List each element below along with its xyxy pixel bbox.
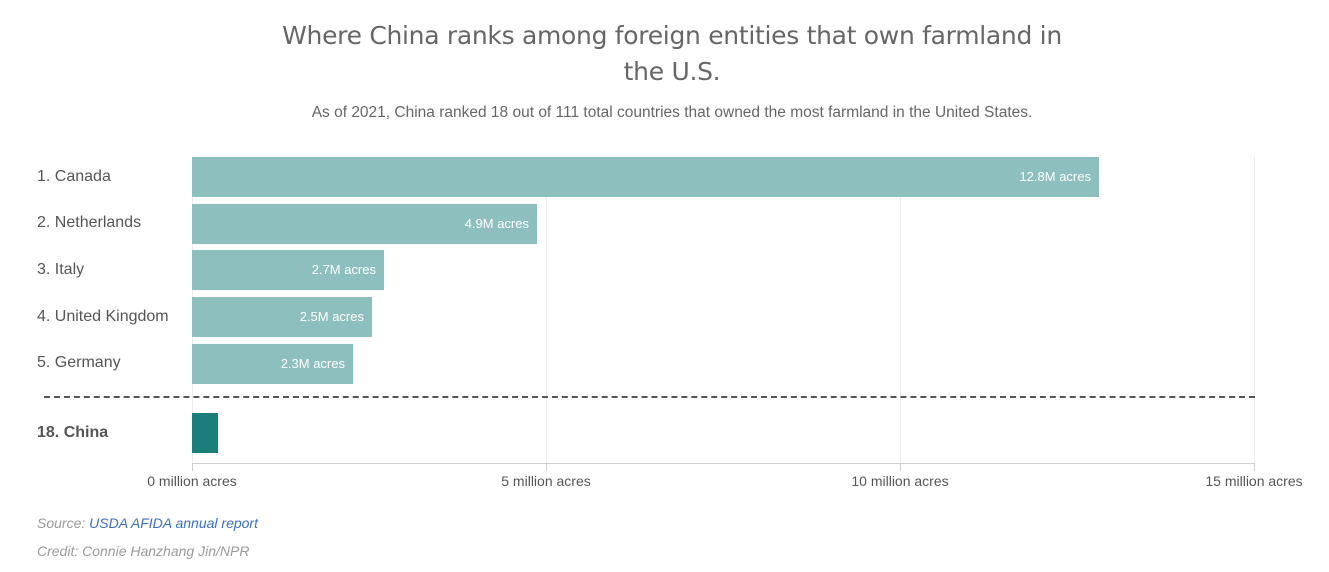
chart-title-text: Where China ranks among foreign entities… <box>282 21 1062 86</box>
chart-title: Where China ranks among foreign entities… <box>0 18 1329 90</box>
x-tick-5 <box>546 463 547 471</box>
source-note: Source: USDA AFIDA annual report <box>37 515 258 531</box>
x-tick-label-10: 10 million acres <box>851 473 949 489</box>
rank-gap-divider <box>44 396 1255 398</box>
bar-italy[interactable]: 2.7M acres <box>192 250 384 290</box>
gridline-15 <box>1254 157 1255 464</box>
bar-value-label: 2.3M acres <box>280 356 345 371</box>
bar-canada[interactable]: 12.8M acres <box>192 157 1099 197</box>
bar-germany[interactable]: 2.3M acres <box>192 344 353 384</box>
gridline-10 <box>900 157 901 464</box>
gridline-5 <box>546 157 547 464</box>
credit-note: Credit: Connie Hanzhang Jin/NPR <box>37 543 250 559</box>
source-link[interactable]: USDA AFIDA annual report <box>89 515 258 531</box>
bar-value-label: 4.9M acres <box>464 216 529 231</box>
bar-netherlands[interactable]: 4.9M acres <box>192 204 537 244</box>
x-tick-label-5: 5 million acres <box>501 473 591 489</box>
row-label-china: 18. China <box>37 424 109 441</box>
x-axis-line <box>192 463 1255 464</box>
source-prefix: Source: <box>37 515 90 531</box>
bar-value-label: 12.8M acres <box>1019 169 1091 184</box>
row-label-netherlands: 2. Netherlands <box>37 214 142 231</box>
bar-united-kingdom[interactable]: 2.5M acres <box>192 297 372 337</box>
bar-value-label: 2.5M acres <box>299 309 364 324</box>
bar-value-label: 2.7M acres <box>311 262 376 277</box>
row-label-italy: 3. Italy <box>37 261 85 278</box>
x-tick-15 <box>1254 463 1255 471</box>
x-tick-label-0: 0 million acres <box>147 473 237 489</box>
row-label-canada: 1. Canada <box>37 168 111 185</box>
x-tick-10 <box>900 463 901 471</box>
row-label-united-kingdom: 4. United Kingdom <box>37 308 169 325</box>
chart-subtitle: As of 2021, China ranked 18 out of 111 t… <box>311 104 1033 121</box>
bar-china[interactable] <box>192 413 218 453</box>
x-tick-0 <box>192 463 193 471</box>
x-tick-label-15: 15 million acres <box>1205 473 1303 489</box>
row-label-germany: 5. Germany <box>37 354 121 371</box>
